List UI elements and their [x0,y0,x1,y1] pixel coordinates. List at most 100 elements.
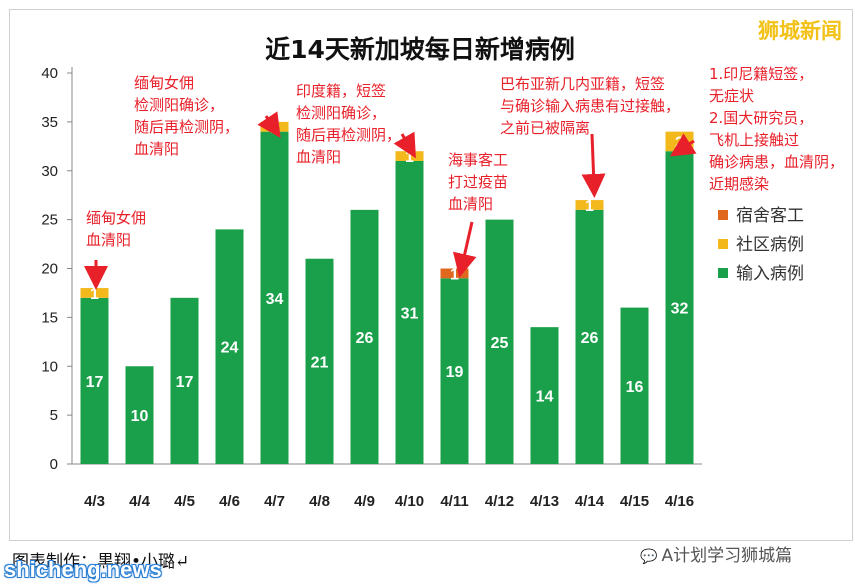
wechat-icon: 💬 [640,549,658,565]
bar-segment [80,297,109,464]
chart-svg: 近14天新加坡每日新增病例 狮城新闻 0 5 10 15 20 25 30 35 40 4/3 4/… [41,19,844,510]
y-tick-label: 15 [41,309,58,326]
x-tick-label: 4/4 [129,493,151,510]
annotation-text: 确诊病患，血清阴， [709,153,844,171]
annotation-text: 海事客工 [448,151,508,169]
bar-data-label: 1 [405,149,414,166]
annotation-text: 血清阳 [296,148,341,166]
y-tick-label: 10 [41,358,58,375]
bar-segment [575,209,604,464]
annotation-text: 血清阳 [134,140,179,158]
bar-segment [665,151,694,464]
x-tick-label: 4/16 [665,493,694,510]
x-tick-label: 4/15 [620,493,649,510]
bar-data-label: 16 [626,379,644,396]
bar-segment [350,209,379,464]
annotation-text: 印度籍，短签 [296,82,386,100]
annotation-text: 缅甸女佣 [134,74,194,92]
bar-data-label: 19 [446,364,464,381]
legend-label: 宿舍客工 [736,206,804,226]
x-tick-label: 4/10 [395,493,424,510]
bar-segment [395,160,424,464]
chart-title: 近14天新加坡每日新增病例 [265,35,575,64]
annotation-text: 血清阳 [86,231,131,249]
annotation-text: 随后再检测阴， [134,118,239,136]
bar-data-label: 32 [671,301,689,318]
legend-swatch [718,239,728,249]
x-tick-label: 4/14 [575,493,605,510]
x-tick-label: 4/12 [485,493,514,510]
annotation-arrow [257,111,281,138]
annotations: 缅甸女佣血清阳缅甸女佣检测阳确诊，随后再检测阴，血清阳印度籍，短签检测阳确诊，随… [84,65,844,290]
y-tick-label: 0 [50,456,58,473]
bar-data-label: 26 [356,330,374,347]
bar-segment [620,307,649,464]
annotation-arrow [452,221,477,278]
x-tick-label: 4/8 [309,493,330,510]
annotation-text: 打过疫苗 [448,173,508,191]
annotation-text: 飞机上接触过 [709,131,799,149]
legend-swatch [718,210,728,220]
bar-data-label: 1 [90,286,99,303]
bar-segment [305,258,334,464]
annotation-arrow [581,133,606,198]
annotation-text: 之前已被隔离 [500,119,590,137]
footer-source: 💬 A计划学习狮城篇 [640,541,792,566]
bar-data-label: 31 [401,305,419,322]
legend-label: 输入病例 [736,264,804,284]
bar-data-label: 10 [131,408,149,425]
footer-source-label: A计划学习狮城篇 [661,546,793,566]
x-tick-label: 4/5 [174,493,195,510]
y-tick-label: 30 [41,163,58,180]
bar-data-label: 17 [86,374,104,391]
bar-segment [215,229,244,464]
legend-swatch [718,268,728,278]
bar-data-label: 26 [581,330,599,347]
bar-segment [125,366,154,464]
legend-label: 社区病例 [736,235,804,255]
bar-segment [530,327,559,464]
y-tick-label: 35 [41,114,58,131]
annotation-text: 检测阳确诊， [296,104,386,122]
annotation-text: 血清阳 [448,195,493,213]
bar-segment [485,219,514,464]
bar-data-label: 24 [221,340,239,357]
annotation-arrow [669,133,697,157]
bar-segment [260,131,289,464]
bar-data-label: 1 [450,266,459,283]
annotation-text: 1.印尼籍短签， [709,65,813,83]
bar-segment [170,297,199,464]
annotation-arrow [393,131,416,159]
annotation-text: 与确诊输入病患有过接触， [500,97,680,115]
bar-data-label: 25 [491,335,509,352]
bar-data-label: 21 [311,354,329,371]
axes: 0 5 10 15 20 25 30 35 40 4/3 4/4 4/5 4/6 4/7 4/8 4/9 4/1… [41,65,702,510]
x-tick-label: 4/7 [264,493,285,510]
y-tick-label: 25 [41,212,58,229]
y-tick-label: 5 [50,407,58,424]
bar-segment [440,278,469,464]
x-tick-label: 4/3 [84,493,105,510]
y-tick-label: 40 [41,65,58,82]
annotation-text: 2.国大研究员， [709,109,813,127]
annotation-text: 缅甸女佣 [86,209,146,227]
x-tick-label: 4/6 [219,493,240,510]
annotation-text: 随后再检测阴， [296,126,401,144]
bar-data-label: 14 [536,389,554,406]
chart-frame: 近14天新加坡每日新增病例 狮城新闻 0 5 10 15 20 25 30 35 40 4/3 4/… [9,9,853,541]
x-tick-label: 4/11 [440,493,468,510]
annotation-text: 检测阳确诊， [134,96,224,114]
bar-segment [575,200,604,210]
bar-segment [80,288,109,298]
annotation-text: 无症状 [709,87,754,105]
annotation-text: 巴布亚新几内亚籍，短签 [500,75,665,93]
bar-data-label: 34 [266,291,284,308]
brand-label: 狮城新闻 [758,19,842,43]
y-tick-label: 20 [41,261,58,278]
x-tick-label: 4/13 [530,493,559,510]
watermark: shicheng.news [4,557,162,582]
bar-data-label: 1 [585,198,594,215]
annotation-text: 近期感染 [709,175,769,193]
